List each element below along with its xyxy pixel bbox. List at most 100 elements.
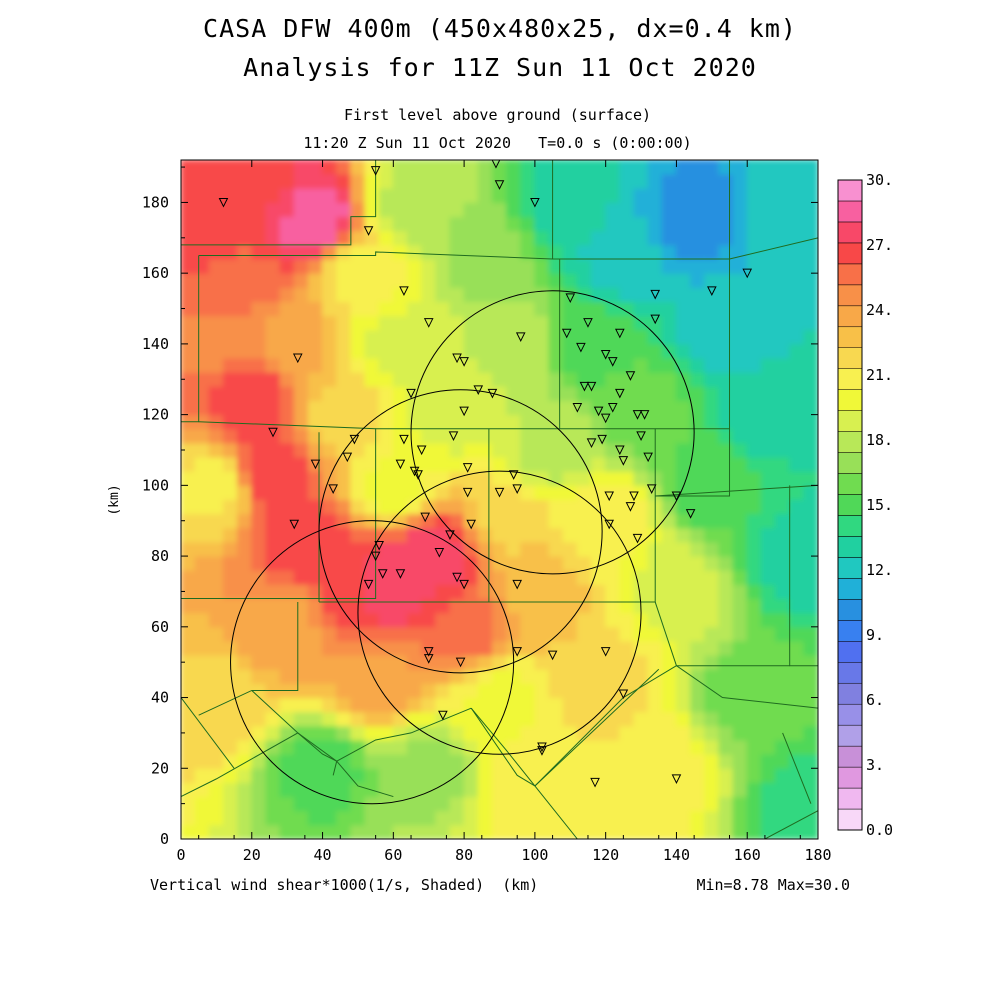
field-cell: [491, 230, 508, 246]
field-cell: [463, 682, 479, 699]
field-cell: [718, 216, 734, 232]
field-cell: [477, 767, 493, 783]
field-cell: [732, 541, 748, 557]
field-cell: [265, 513, 281, 529]
field-cell: [491, 414, 508, 430]
field-cell: [718, 343, 734, 359]
field-cell: [548, 428, 564, 444]
field-cell: [562, 499, 578, 515]
field-cell: [265, 569, 281, 585]
field-cell: [534, 244, 550, 260]
field-cell: [449, 187, 465, 203]
field-cell: [364, 371, 380, 387]
field-cell: [307, 357, 324, 373]
field-cell: [760, 767, 777, 783]
field-cell: [392, 527, 408, 543]
field-cell: [718, 781, 734, 798]
field-cell: [336, 626, 352, 642]
y-tick-label: 60: [151, 618, 169, 636]
station-marker: [310, 459, 321, 470]
field-cell: [491, 244, 508, 260]
field-cell: [378, 160, 394, 175]
field-cell: [746, 343, 762, 359]
field-cell: [675, 414, 692, 430]
field-cell: [775, 173, 791, 189]
field-cell: [378, 371, 394, 387]
field-cell: [732, 824, 748, 839]
colorbar-swatch: [837, 452, 863, 474]
field-cell: [704, 796, 720, 812]
field-cell: [760, 654, 777, 670]
field-cell: [181, 399, 196, 416]
field-cell: [520, 300, 536, 317]
colorbar-label: 15.: [866, 496, 893, 514]
field-cell: [491, 513, 508, 529]
field-cell: [392, 739, 408, 755]
field-cell: [392, 499, 408, 515]
field-cell: [336, 371, 352, 387]
field-cell: [208, 753, 224, 769]
field-cell: [619, 357, 635, 373]
field-cell: [576, 484, 593, 500]
field-cell: [449, 753, 465, 769]
field-cell: [746, 470, 762, 486]
field-cell: [392, 371, 408, 387]
field-cell: [534, 555, 550, 571]
field-cell: [364, 230, 380, 246]
field-cell: [322, 612, 338, 628]
field-cell: [534, 626, 550, 642]
field-cell: [364, 329, 380, 345]
field-cell: [293, 513, 309, 529]
field-cell: [406, 230, 423, 246]
field-cell: [378, 654, 394, 670]
field-cell: [237, 357, 253, 373]
field-cell: [181, 711, 196, 727]
field-cell: [605, 682, 621, 699]
field-cell: [520, 810, 536, 826]
station-marker: [742, 268, 753, 279]
colorbar-swatch: [837, 578, 863, 600]
field-cell: [222, 569, 239, 585]
field-cell: [675, 739, 692, 755]
field-cell: [548, 640, 564, 656]
field-cell: [392, 725, 408, 741]
field-cell: [293, 371, 309, 387]
field-cell: [548, 173, 564, 189]
field-cell: [251, 640, 267, 656]
field-cell: [293, 385, 309, 401]
field-cell: [746, 258, 762, 274]
field-cell: [208, 541, 224, 557]
field-cell: [675, 824, 692, 839]
field-cell: [279, 216, 295, 232]
field-cell: [548, 682, 564, 699]
field-cell: [789, 187, 805, 203]
station-marker: [423, 647, 434, 657]
field-cell: [477, 315, 493, 331]
field-cell: [208, 499, 224, 515]
field-cell: [491, 796, 508, 812]
station-marker: [636, 431, 646, 441]
field-cell: [435, 244, 451, 260]
field-cell: [506, 541, 522, 557]
field-cell: [322, 598, 338, 614]
field-cell: [265, 598, 281, 614]
field-cell: [760, 541, 777, 557]
field-cell: [576, 173, 593, 189]
field-cell: [421, 668, 437, 684]
field-cell: [322, 499, 338, 515]
field-cell: [746, 654, 762, 670]
field-cell: [803, 187, 818, 203]
field-cell: [732, 173, 748, 189]
field-cell: [491, 484, 508, 500]
field-cell: [803, 484, 818, 500]
field-cell: [449, 725, 465, 741]
field-cell: [732, 371, 748, 387]
field-cell: [307, 286, 324, 302]
field-cell: [421, 753, 437, 769]
field-cell: [775, 160, 791, 175]
field-cell: [322, 513, 338, 529]
field-cell: [548, 187, 564, 203]
field-cell: [605, 371, 621, 387]
field-cell: [605, 612, 621, 628]
